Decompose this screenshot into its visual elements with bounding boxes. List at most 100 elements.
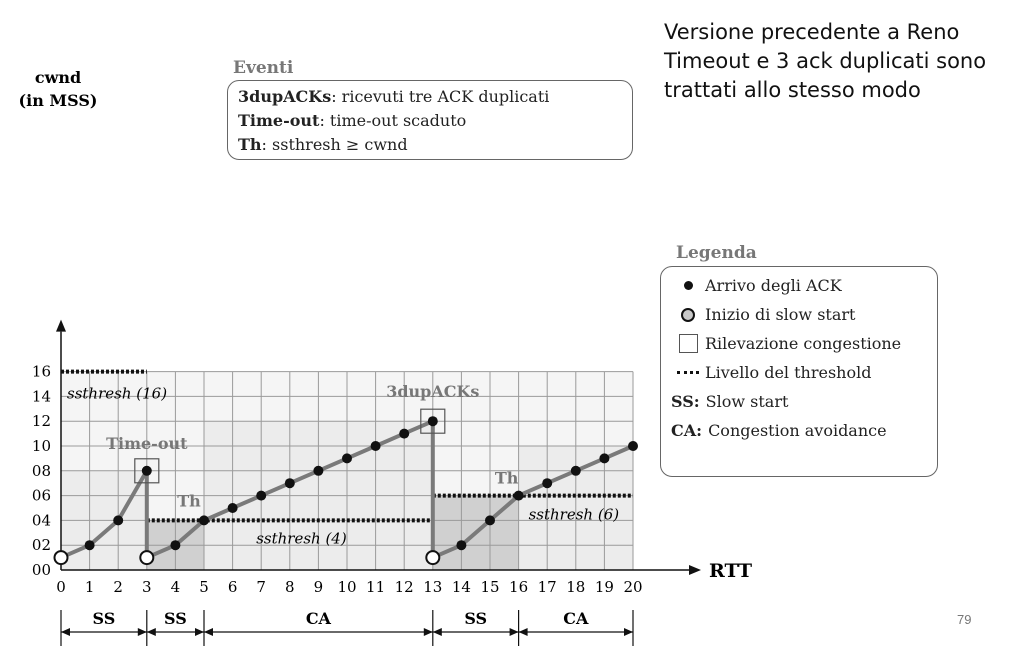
ack-point <box>84 540 95 551</box>
legend-item: Livello del threshold <box>671 358 927 387</box>
x-tick-label: 17 <box>538 578 557 596</box>
ack-point <box>456 540 467 551</box>
ack-dot-icon <box>683 281 693 290</box>
x-tick-label: 3 <box>142 578 152 596</box>
slide-note: Versione precedente a Reno Timeout e 3 a… <box>664 18 986 105</box>
legend-text: Inizio di slow start <box>705 305 856 324</box>
x-tick-label: 18 <box>566 578 585 596</box>
ack-point <box>399 428 410 439</box>
note-line: Timeout e 3 ack duplicati sono <box>664 49 987 73</box>
y-tick-label: 16 <box>32 363 51 381</box>
ack-point <box>199 515 209 526</box>
slow-start-point <box>139 550 155 566</box>
phase-arrow-icon <box>204 628 213 636</box>
x-axis-label: RTT <box>709 560 752 582</box>
phase-arrow-icon <box>137 628 147 636</box>
phase-arrow-icon <box>195 628 204 636</box>
y-tick-label: 14 <box>32 387 51 405</box>
y-axis-label: (in MSS) <box>19 91 98 110</box>
legend-item: Rilevazione congestione <box>671 329 927 358</box>
annotation-label: Th <box>177 491 201 510</box>
phase-arrow-icon <box>423 628 433 636</box>
legend-abbr: SS: <box>671 392 700 411</box>
x-tick-label: 9 <box>314 578 324 596</box>
event-text: : ssthresh ≥ cwnd <box>261 135 408 154</box>
x-tick-label: 11 <box>366 578 385 596</box>
x-tick-label: 1 <box>85 578 95 596</box>
note-line: Versione precedente a Reno <box>664 20 960 44</box>
x-tick-label: 15 <box>480 578 499 596</box>
legend-item: CA: Congestion avoidance <box>671 416 927 445</box>
x-tick-label: 0 <box>56 578 66 596</box>
y-axis-label: cwnd <box>35 68 81 87</box>
threshold-label: ssthresh (4) <box>256 529 347 547</box>
annotation-label: Time-out <box>106 434 188 453</box>
y-tick-label: 00 <box>32 561 51 579</box>
phase-label: SS <box>164 609 187 628</box>
event-item: Th: ssthresh ≥ cwnd <box>238 133 622 157</box>
congestion-square-icon <box>420 408 446 434</box>
ack-point <box>256 490 267 501</box>
phase-arrow-icon <box>146 628 156 636</box>
phase-label: SS <box>93 609 116 628</box>
y-tick-label: 10 <box>32 437 51 455</box>
y-tick-label: 04 <box>32 511 51 529</box>
phase-arrow-icon <box>624 628 633 636</box>
event-term: Time-out <box>238 111 320 130</box>
x-tick-label: 14 <box>452 578 471 596</box>
x-tick-label: 7 <box>256 578 266 596</box>
legend-text: Congestion avoidance <box>708 421 887 440</box>
phase-arrow-icon <box>432 628 442 636</box>
y-tick-label: 12 <box>32 412 51 430</box>
x-tick-label: 6 <box>228 578 238 596</box>
legend-text: Slow start <box>705 392 789 411</box>
annotation-label: 3dupACKs <box>386 382 479 401</box>
note-line: trattati allo stesso modo <box>664 78 921 102</box>
legend-text: Arrivo degli ACK <box>705 276 842 295</box>
x-tick-label: 16 <box>509 578 528 596</box>
phase-label: CA <box>563 609 589 628</box>
x-tick-label: 10 <box>337 578 356 596</box>
x-tick-label: 5 <box>199 578 209 596</box>
ack-point <box>342 453 352 464</box>
phase-arrow-icon <box>61 628 70 636</box>
phase-label: CA <box>306 609 332 628</box>
legend-item: SS: Slow start <box>671 387 927 416</box>
ack-point <box>628 441 638 451</box>
legend-item: Arrivo degli ACK <box>671 271 927 300</box>
ack-point <box>513 490 524 501</box>
events-box: 3dupACKs: ricevuti tre ACK duplicati Tim… <box>227 80 633 160</box>
y-tick-label: 02 <box>32 536 51 554</box>
y-axis-arrow-icon <box>56 319 66 332</box>
event-term: 3dupACKs <box>238 87 332 106</box>
threshold-label: ssthresh (6) <box>529 506 620 524</box>
x-tick-label: 12 <box>395 578 414 596</box>
slow-start-point <box>53 550 69 566</box>
annotation-label: Th <box>495 469 519 488</box>
ack-point <box>570 465 581 476</box>
ack-point <box>141 465 152 476</box>
legend-item: Inizio di slow start <box>671 300 927 329</box>
legend-text: Rilevazione congestione <box>705 334 902 353</box>
legend-abbr: CA: <box>671 421 703 440</box>
ack-point <box>542 478 553 489</box>
phase-arrow-icon <box>518 628 528 636</box>
ack-point <box>284 478 295 489</box>
phase-label: SS <box>464 609 487 628</box>
ack-point <box>599 453 610 464</box>
x-tick-label: 8 <box>285 578 295 596</box>
phase-arrow-icon <box>509 628 519 636</box>
slow-start-circle-icon <box>681 307 695 322</box>
events-title: Eventi <box>233 58 294 78</box>
event-term: Th <box>238 135 262 154</box>
ack-point <box>170 540 181 551</box>
ack-point <box>227 503 238 513</box>
ack-point <box>427 416 438 427</box>
ack-point <box>370 441 381 451</box>
x-tick-label: 20 <box>623 578 642 596</box>
ack-point <box>485 515 495 526</box>
congestion-square-icon <box>678 334 698 353</box>
congestion-square-icon <box>134 458 160 484</box>
y-tick-label: 08 <box>32 462 51 480</box>
